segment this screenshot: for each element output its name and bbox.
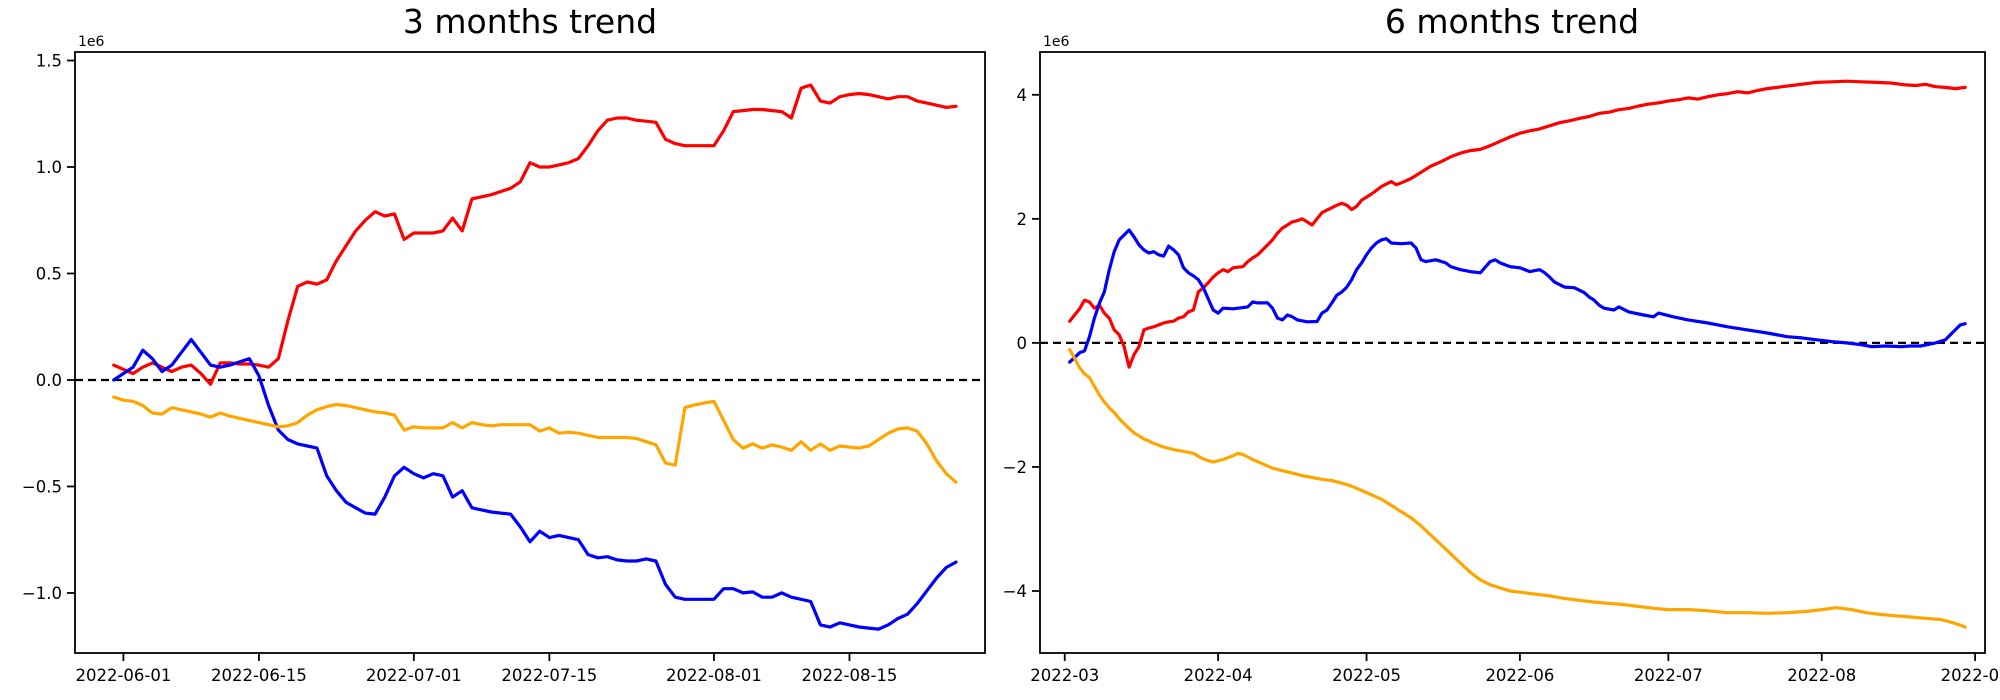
x-tick-label: 2022-08-01: [666, 666, 762, 685]
y-tick-label: −0.5: [22, 477, 62, 496]
y-tick-label: 0.0: [36, 371, 62, 390]
x-tick-label: 2022-06-15: [211, 666, 307, 685]
y-tick-label: 2: [1017, 210, 1028, 229]
axes-frame: [74, 51, 986, 654]
y-tick-label: 4: [1017, 86, 1028, 105]
six-months-trend-red-line: [1068, 79, 1967, 369]
six-months-trend-blue-line: [1068, 228, 1967, 364]
y-tick-label: 1.0: [36, 158, 62, 177]
y-tick-label: 0: [1017, 334, 1028, 353]
six-months-trend-orange-line: [1068, 348, 1967, 629]
x-tick-label: 2022-06: [1485, 666, 1554, 685]
y-tick-label: 0.5: [36, 264, 62, 283]
y-tick-label: −4: [1003, 582, 1027, 601]
three-months-trend-blue-line: [112, 337, 958, 631]
x-tick-label: 2022-05: [1332, 666, 1401, 685]
six-months-trend-plot: 2022-03 2022-04 2022-05 2022-06 2022-07 2022-…: [1003, 34, 2000, 685]
axes-frame: [1039, 51, 1986, 654]
axis-offset-label: 1e6: [78, 34, 105, 50]
axis-offset-label: 1e6: [1043, 34, 1070, 50]
right-chart-title: 6 months trend: [1384, 2, 1640, 41]
x-tick-label: 2022-06-01: [75, 666, 171, 685]
x-tick-label: 2022-08-15: [802, 666, 898, 685]
three-months-trend-orange-line: [112, 395, 958, 484]
y-tick-label: 1.5: [36, 52, 62, 71]
y-tick-label: −1.0: [22, 584, 62, 603]
three-months-trend-plot: 2022-06-01 2022-06-15 2022-07-01 2022-07-15…: [22, 34, 986, 685]
x-tick-label: 2022-08: [1787, 666, 1856, 685]
x-tick-label: 2022-09: [1941, 666, 2000, 685]
three-months-trend-red-line: [112, 83, 958, 386]
x-tick-label: 2022-07-15: [501, 666, 597, 685]
x-tick-label: 2022-03: [1030, 666, 1099, 685]
left-chart-title: 3 months trend: [402, 2, 658, 41]
x-tick-label: 2022-07-01: [366, 666, 462, 685]
x-tick-label: 2022-04: [1184, 666, 1253, 685]
x-tick-label: 2022-07: [1634, 666, 1703, 685]
y-tick-label: −2: [1003, 458, 1027, 477]
